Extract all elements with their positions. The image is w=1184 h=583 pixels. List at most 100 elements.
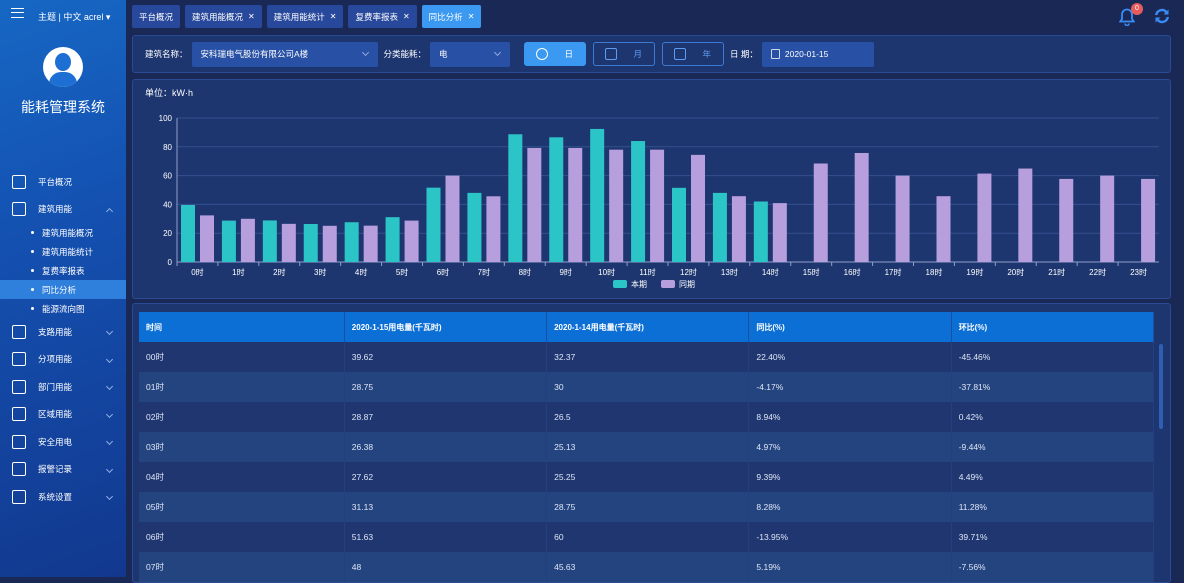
x-tick-label: 15时 (803, 267, 820, 277)
table-row: 06时 51.63 60 -13.95% 39.71% (139, 522, 1155, 552)
tab[interactable]: 建筑用能概况 ✕ (185, 5, 262, 28)
bar-current (262, 220, 277, 262)
menu-icon[interactable] (11, 8, 24, 18)
month-label: 月 (633, 49, 643, 59)
bar-previous (691, 154, 705, 262)
sidebar-subitem[interactable]: 建筑用能统计 (0, 242, 126, 261)
x-tick-label: 2时 (273, 267, 285, 277)
sidebar: 主题 | 中文 acrel ▾ 能耗管理系统 平台概况 建筑用能 建筑用能概况 建筑用… (0, 0, 126, 577)
sidebar-item[interactable]: 报警记录 (0, 456, 126, 484)
table-cell: 8.94% (748, 402, 952, 432)
bar-current (631, 141, 646, 262)
table-cell: 26.38 (344, 432, 548, 462)
close-icon[interactable]: ✕ (329, 12, 337, 21)
bar-previous (200, 215, 214, 262)
bar-current (753, 201, 768, 262)
sidebar-item[interactable]: 建筑用能 (0, 196, 126, 224)
x-tick-label: 7时 (478, 267, 490, 277)
sidebar-item[interactable]: 分项用能 (0, 346, 126, 374)
tab[interactable]: 平台概况 (132, 5, 181, 28)
bar-previous (854, 152, 869, 262)
refresh-icon[interactable] (1152, 6, 1172, 26)
chevron-up-icon (105, 207, 114, 215)
day-button[interactable]: 日 (524, 42, 587, 66)
folder-icon (12, 379, 26, 394)
table-cell: 28.87 (344, 402, 548, 432)
table-cell: 04时 (139, 462, 345, 492)
bar-previous (936, 196, 951, 262)
sidebar-subitem[interactable]: 建筑用能概况 (0, 223, 126, 242)
sidebar-item-label: 安全用电 (38, 436, 73, 447)
tab-label: 建筑用能概况 (192, 11, 244, 22)
building-icon (12, 202, 26, 217)
sidebar-subitem[interactable]: 能源流向图 (0, 299, 126, 318)
legend-label: 本期 (631, 279, 647, 289)
table-cell: 31.13 (344, 492, 548, 522)
close-icon[interactable]: ✕ (402, 12, 410, 21)
sidebar-item-label: 分项用能 (38, 354, 73, 365)
category-select[interactable]: 电 (430, 41, 511, 67)
building-value: 安科瑞电气股份有限公司A楼 (200, 49, 309, 59)
month-button[interactable]: 月 (593, 42, 656, 66)
table-cell: 27.62 (344, 462, 548, 492)
year-button[interactable]: 年 (662, 42, 725, 66)
table-cell: 51.63 (344, 522, 548, 552)
y-tick-label: 100 (159, 114, 173, 123)
tab[interactable]: 同比分析 ✕ (421, 5, 482, 28)
sidebar-item[interactable]: 支路用能 (0, 318, 126, 346)
bullet-icon (31, 250, 34, 253)
tab[interactable]: 建筑用能统计 ✕ (266, 5, 344, 28)
sidebar-subitem-label: 复费率报表 (42, 265, 85, 276)
bar-current (221, 220, 236, 262)
unit-label: 单位：kW·h (145, 87, 193, 98)
chevron-down-icon (105, 327, 114, 336)
x-tick-label: 12时 (680, 267, 697, 277)
sidebar-item[interactable]: 部门用能 (0, 373, 126, 401)
tab-label: 同比分析 (428, 11, 463, 22)
column-header: 同比(%) (748, 312, 952, 342)
sidebar-item[interactable]: 区域用能 (0, 401, 126, 429)
x-tick-label: 6时 (437, 267, 449, 277)
x-tick-label: 8时 (519, 267, 531, 277)
bar-current (590, 128, 605, 262)
column-header: 时间 (139, 312, 345, 342)
x-tick-label: 14时 (762, 267, 779, 277)
bar-previous (240, 218, 255, 262)
table-row: 02时 28.87 26.5 8.94% 0.42% (139, 402, 1155, 432)
calendar-icon (674, 48, 687, 60)
table-cell: -9.44% (951, 432, 1155, 462)
clock-icon (536, 48, 549, 60)
sidebar-item[interactable]: 安全用电 (0, 428, 126, 456)
bar-previous (813, 163, 828, 262)
table-cell: 25.13 (546, 432, 750, 462)
table-cell: 39.62 (344, 342, 548, 372)
table-row: 05时 31.13 28.75 8.28% 11.28% (139, 492, 1155, 522)
column-header: 2020-1-14用电量(千瓦时) (546, 312, 750, 342)
sidebar-subitem[interactable]: 同比分析 (0, 280, 126, 299)
bar-previous (772, 203, 787, 262)
x-tick-label: 20时 (1007, 267, 1024, 277)
close-icon[interactable]: ✕ (467, 12, 475, 21)
date-input[interactable]: 2020-01-15 (761, 41, 874, 67)
table-cell: 26.5 (546, 402, 750, 432)
bell-icon[interactable] (1119, 8, 1135, 26)
bar-previous (527, 147, 542, 262)
bar-previous (1018, 168, 1033, 262)
scrollbar[interactable] (1159, 344, 1163, 429)
sidebar-subitem[interactable]: 复费率报表 (0, 261, 126, 280)
sidebar-nav: 平台概况 建筑用能 建筑用能概况 建筑用能统计复费率报表同比分析 能源流向图 支路用能分项… (0, 168, 126, 511)
bar-previous (1100, 175, 1115, 262)
close-icon[interactable]: ✕ (248, 12, 255, 21)
user-menu[interactable]: 主题 | 中文 acrel ▾ (38, 12, 111, 22)
building-select[interactable]: 安科瑞电气股份有限公司A楼 (191, 41, 378, 67)
tab-label: 建筑用能统计 (273, 11, 325, 22)
tab[interactable]: 复费率报表 ✕ (348, 5, 417, 28)
bar-current (549, 137, 564, 262)
document-icon (12, 462, 26, 477)
sidebar-item[interactable]: 平台概况 (0, 168, 126, 196)
bar-previous (281, 223, 296, 262)
sidebar-item[interactable]: 系统设置 (0, 483, 126, 511)
x-tick-label: 21时 (1048, 267, 1065, 277)
table-cell: 60 (546, 522, 750, 552)
bar-previous (1141, 178, 1156, 262)
